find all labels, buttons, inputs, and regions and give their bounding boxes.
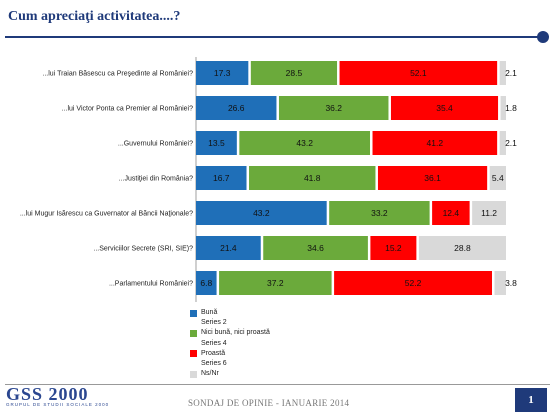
value-label: 43.2 — [296, 138, 313, 148]
gss-logo: GSS 2000 GRUPUL DE STUDII SOCIALE 2000 — [6, 384, 109, 407]
value-label: 15.2 — [385, 243, 402, 253]
value-label: 17.3 — [214, 68, 231, 78]
legend-entry: Series 4 — [190, 339, 270, 349]
bar-segment — [196, 166, 247, 190]
value-label: 33.2 — [371, 208, 388, 218]
value-label: 36.2 — [325, 103, 342, 113]
title-rule-dot — [537, 31, 549, 43]
value-label: 3.8 — [505, 278, 517, 288]
bar-segment — [372, 131, 498, 155]
bar-segment — [329, 201, 430, 225]
legend-swatch — [190, 309, 197, 317]
value-label: 35.4 — [436, 103, 453, 113]
bar-segment — [418, 236, 506, 260]
bar-segment — [472, 201, 506, 225]
bar-segment — [334, 271, 493, 295]
value-label: 43.2 — [253, 208, 270, 218]
legend-entry: Nici bună, nici proastă — [190, 328, 270, 338]
legend-swatch — [190, 370, 197, 378]
legend-label: Proastă — [201, 349, 226, 357]
legend-label: Nici bună, nici proastă — [201, 329, 270, 337]
bar-segment — [196, 96, 277, 120]
legend-swatch — [190, 329, 197, 337]
value-label: 2.1 — [505, 68, 517, 78]
value-label: 37.2 — [267, 278, 284, 288]
bar-segment — [196, 201, 327, 225]
category-label: ...Guvernului României? — [118, 141, 193, 148]
bar-segment — [500, 96, 506, 120]
value-label: 41.2 — [427, 138, 444, 148]
footer-rule — [5, 384, 550, 385]
value-label: 28.8 — [454, 243, 471, 253]
logo-subtext: GRUPUL DE STUDII SOCIALE 2000 — [6, 402, 110, 407]
logo-text: GSS 2000 — [6, 384, 89, 404]
category-label: ...lui Victor Ponta ca Premier al Români… — [62, 106, 193, 113]
category-label: ...lui Mugur Isărescu ca Guvernator al B… — [20, 211, 193, 218]
category-label: ...Serviciilor Secrete (SRI, SIE)? — [93, 246, 193, 253]
value-label: 36.1 — [424, 173, 441, 183]
bar-segment — [196, 271, 217, 295]
legend-entry: Ns/Nr — [190, 369, 270, 379]
legend-swatch — [190, 350, 197, 358]
bar-segment — [196, 236, 261, 260]
bar-segment — [499, 61, 506, 85]
bar-segment — [250, 61, 338, 85]
value-labels: 17.3 28.5 52.1 2.1 26.6 36.2 35.4 1.8 13.5 43.2 41… — [200, 68, 517, 288]
value-label: 26.6 — [228, 103, 245, 113]
value-label: 13.5 — [208, 138, 225, 148]
bar-segment — [489, 166, 506, 190]
title-rule — [5, 36, 543, 38]
value-label: 34.6 — [307, 243, 324, 253]
page-number: 1 — [515, 388, 547, 412]
bar-segment — [219, 271, 332, 295]
value-label: 52.2 — [405, 278, 422, 288]
bar-segments — [196, 61, 506, 295]
bar-segment — [432, 201, 470, 225]
value-label: 21.4 — [220, 243, 237, 253]
value-label: 6.8 — [200, 278, 212, 288]
page-title: Cum apreciaţi activitatea....? — [8, 9, 181, 24]
chart-legend: Bună Series 2 Nici bună, nici proastă Serie… — [190, 308, 270, 379]
bar-segment — [196, 61, 249, 85]
legend-entry: Bună — [190, 308, 270, 318]
bar-segment — [278, 96, 389, 120]
bar-segment — [339, 61, 498, 85]
value-label: 1.8 — [505, 103, 517, 113]
value-label: 2.1 — [505, 138, 517, 148]
bar-segment — [377, 166, 488, 190]
category-labels: ...lui Traian Băsescu ca Preşedinte al R… — [20, 71, 193, 288]
bar-segment — [499, 131, 506, 155]
bar-segment — [239, 131, 371, 155]
legend-entry: Series 2 — [190, 318, 270, 328]
value-label: 52.1 — [410, 68, 427, 78]
value-label: 16.7 — [213, 173, 230, 183]
legend-label: Bună — [201, 309, 218, 316]
bar-segment — [370, 236, 417, 260]
bar-segment — [249, 166, 376, 190]
value-label: 12.4 — [443, 208, 460, 218]
legend-label: Ns/Nr — [201, 370, 219, 378]
value-label: 41.8 — [304, 173, 321, 183]
legend-label: Series 4 — [201, 339, 227, 347]
bar-segment — [494, 271, 506, 295]
value-label: 11.2 — [481, 208, 497, 218]
footer-caption: SONDAJ DE OPINIE - IANUARIE 2014 — [188, 398, 350, 408]
category-label: ...Parlamentului României? — [109, 281, 193, 288]
legend-entry: Proastă — [190, 349, 270, 359]
legend-entry: Series 6 — [190, 359, 270, 369]
legend-label: Series 2 — [201, 319, 227, 327]
bar-segment — [196, 131, 237, 155]
bar-segment — [263, 236, 368, 260]
bar-segment — [390, 96, 499, 120]
value-label: 28.5 — [286, 68, 303, 78]
category-label: ...Justiţiei din România? — [119, 176, 193, 183]
value-label: 5.4 — [492, 173, 504, 183]
category-label: ...lui Traian Băsescu ca Preşedinte al R… — [42, 71, 193, 78]
legend-label: Series 6 — [201, 359, 227, 367]
